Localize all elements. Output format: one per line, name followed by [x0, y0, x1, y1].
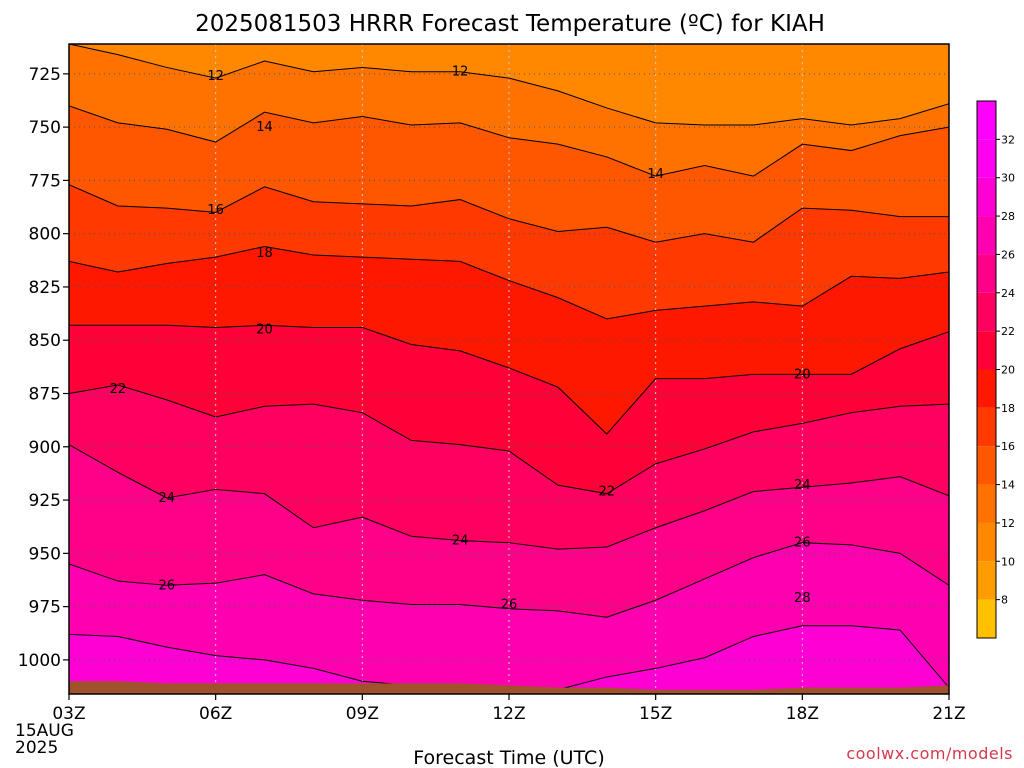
- contour-label-20-6: 20: [256, 323, 273, 338]
- y-tick-label-825: 825: [29, 278, 61, 298]
- colorbar-label-12: 12: [1001, 517, 1015, 530]
- y-tick-label-975: 975: [29, 598, 61, 618]
- x-tick-label-09Z: 09Z: [346, 704, 379, 724]
- contour-label-22-9: 22: [599, 485, 616, 500]
- y-tick-label-775: 775: [29, 171, 61, 191]
- contour-label-18-5: 18: [256, 246, 273, 261]
- contour-label-26-13: 26: [159, 578, 176, 593]
- colorbar-segment-2: [977, 522, 996, 562]
- y-tick-label-1000: 1000: [18, 651, 61, 671]
- contour-line-18: [69, 245, 949, 320]
- contour-label-22-8: 22: [110, 382, 127, 397]
- colorbar-label-22: 22: [1001, 325, 1015, 338]
- y-tick-label-875: 875: [29, 385, 61, 405]
- colorbar-segment-8: [977, 292, 996, 332]
- x-tick-label-03Z: 03Z: [52, 704, 85, 724]
- contour-line-20: [69, 324, 949, 435]
- contour-label-20-7: 20: [794, 367, 811, 382]
- colorbar-segment-6: [977, 369, 996, 408]
- colorbar-label-8: 8: [1001, 594, 1008, 607]
- x-tick-label-21Z: 21Z: [932, 704, 965, 724]
- contour-label-16-4: 16: [207, 203, 224, 218]
- colorbar-segment-3: [977, 484, 996, 523]
- y-tick-label-900: 900: [29, 438, 61, 458]
- x-tick-label-15Z: 15Z: [639, 704, 672, 724]
- contour-line-14: [69, 105, 949, 177]
- colorbar-segment-10: [977, 216, 996, 255]
- y-tick-label-750: 750: [29, 118, 61, 138]
- colorbar-segment-9: [977, 254, 996, 293]
- colorbar-segment-13: [977, 101, 996, 140]
- contour-label-26-15: 26: [794, 536, 811, 551]
- contour-line-16: [69, 184, 949, 243]
- x-axis-label: Forecast Time (UTC): [413, 747, 604, 768]
- colorbar-label-28: 28: [1001, 210, 1015, 223]
- contour-line-22: [69, 384, 949, 495]
- chart-title: 2025081503 HRRR Forecast Temperature (ºC…: [195, 11, 825, 37]
- x-tick-label-06Z: 06Z: [199, 704, 232, 724]
- contour-line-12: [69, 44, 949, 126]
- colorbar-segment-11: [977, 177, 996, 217]
- x-tick-sublabel-15AUG: 15AUG: [15, 721, 74, 741]
- contour-label-24-12: 24: [794, 478, 811, 493]
- colorbar-label-20: 20: [1001, 364, 1015, 377]
- contour-label-14-2: 14: [256, 120, 273, 135]
- contour-label-26-14: 26: [501, 597, 518, 612]
- colorbar-segment-5: [977, 407, 996, 447]
- contour-label-24-10: 24: [159, 491, 176, 506]
- y-axis: 725 750 775 800 825 850 875 900 925 950 975 1000: [18, 65, 69, 671]
- colorbar-segment-4: [977, 446, 996, 485]
- y-tick-label-950: 950: [29, 544, 61, 564]
- colorbar-segment-1: [977, 561, 996, 600]
- x-tick-label-12Z: 12Z: [492, 704, 525, 724]
- contour-line-24: [69, 444, 949, 550]
- contour-label-12-1: 12: [452, 65, 469, 80]
- colorbar-segment-0: [977, 599, 996, 638]
- colorbar-label-32: 32: [1001, 133, 1015, 146]
- temperature-fill-layer: 12 12 14 14 16 18 20 20 22 22 24 24 24 26 26 26 28: [69, 44, 949, 694]
- y-tick-label-800: 800: [29, 225, 61, 245]
- y-tick-label-725: 725: [29, 65, 61, 85]
- colorbar-segment-7: [977, 331, 996, 370]
- y-tick-label-850: 850: [29, 331, 61, 351]
- plot-area: 12 12 14 14 16 18 20 20 22 22 24 24 24 26 26 26 28: [68, 43, 950, 695]
- credit-label: coolwx.com/models: [846, 744, 1013, 763]
- colorbar-label-26: 26: [1001, 248, 1015, 261]
- contour-label-14-3: 14: [647, 167, 664, 182]
- contour-label-24-11: 24: [452, 534, 469, 549]
- colorbar-label-16: 16: [1001, 440, 1015, 453]
- contour-line-26: [69, 542, 949, 618]
- colorbar-label-14: 14: [1001, 479, 1015, 492]
- colorbar-segment-12: [977, 139, 996, 178]
- colorbar: 8 10 12 14 16 18 20 22 24 26 28 30 32: [976, 100, 1015, 639]
- ground-surface: [69, 681, 949, 694]
- y-tick-label-925: 925: [29, 491, 61, 511]
- contour-label-12-0: 12: [207, 69, 224, 84]
- colorbar-label-10: 10: [1001, 555, 1015, 568]
- x-tick-sublabel-2025: 2025: [15, 738, 58, 758]
- colorbar-label-18: 18: [1001, 402, 1015, 415]
- colorbar-label-24: 24: [1001, 287, 1015, 300]
- band-below-28: [69, 625, 949, 694]
- colorbar-label-30: 30: [1001, 172, 1015, 185]
- x-tick-label-18Z: 18Z: [786, 704, 819, 724]
- contour-label-28-16: 28: [794, 591, 811, 606]
